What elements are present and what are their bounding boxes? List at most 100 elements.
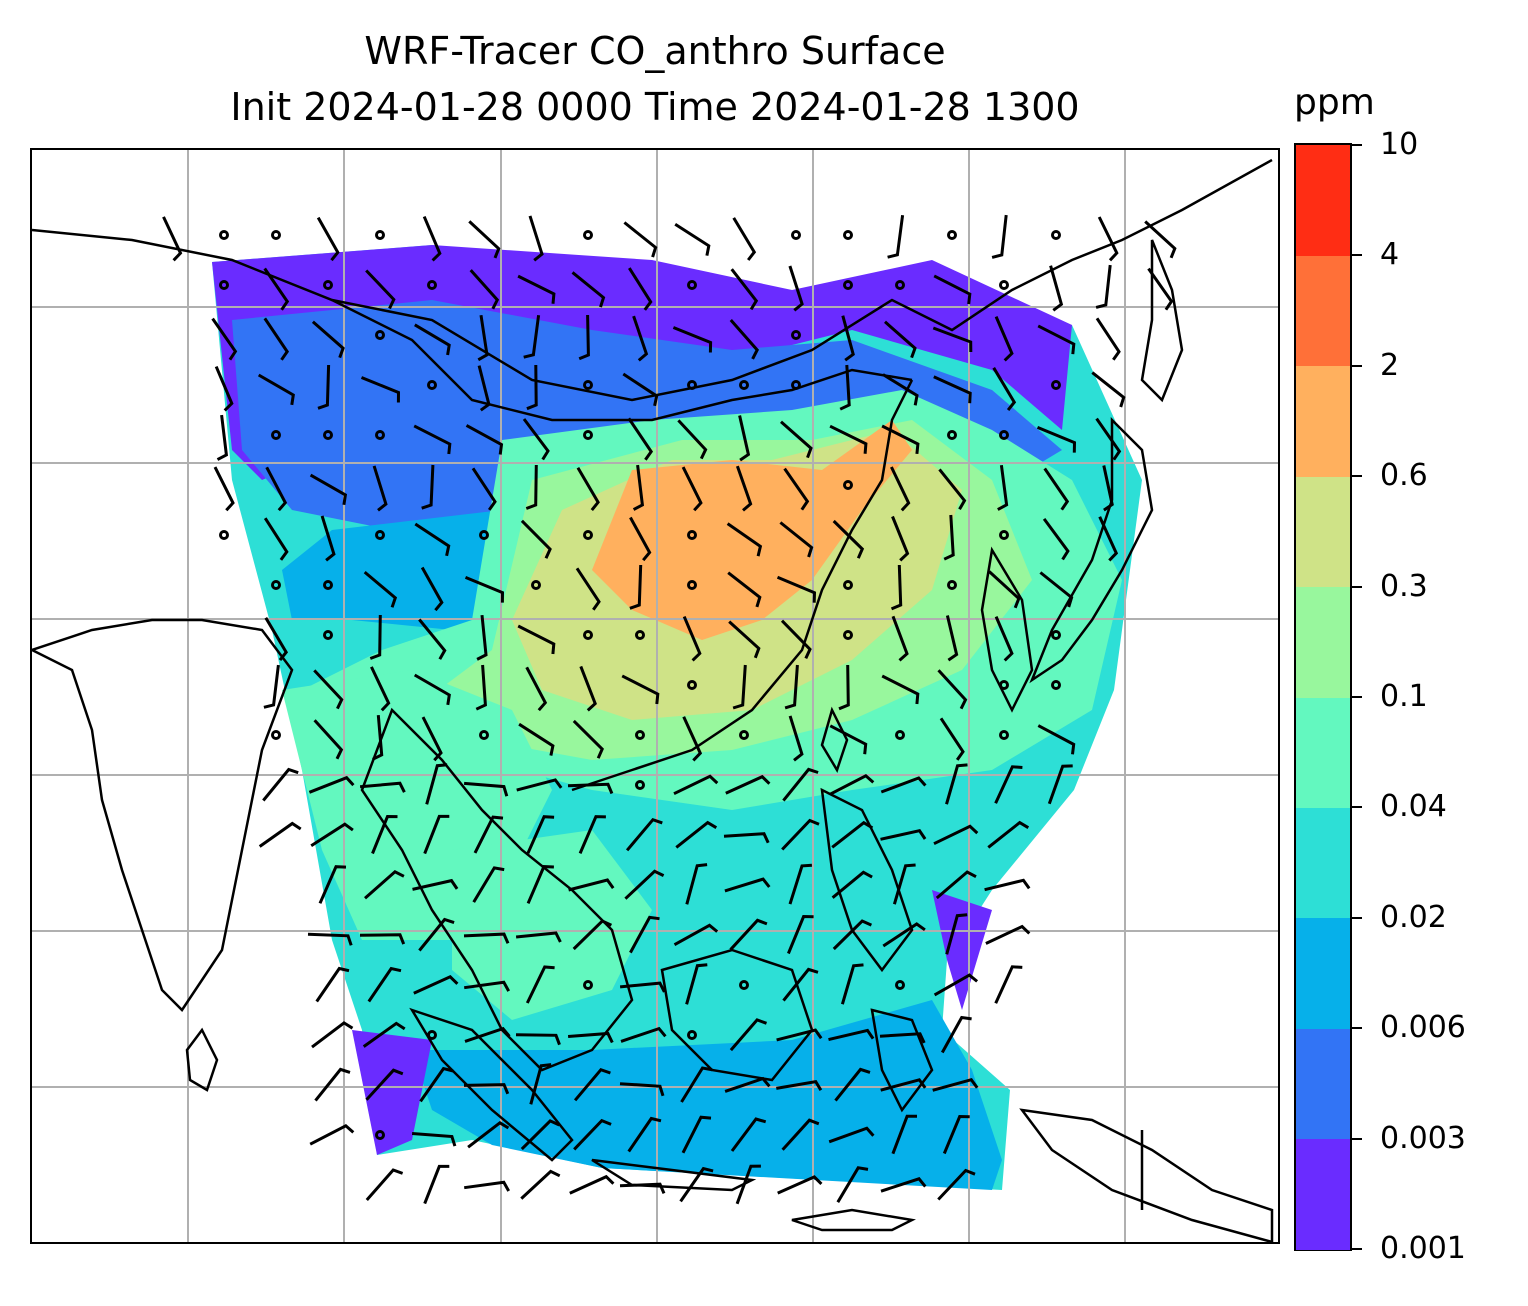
colorbar-tick	[1352, 144, 1362, 146]
wind-barb	[412, 878, 459, 891]
wind-barb	[515, 1033, 561, 1046]
wind-barb	[365, 269, 396, 310]
wind-barb	[311, 320, 345, 359]
wind-barb	[418, 618, 447, 660]
wind-barb	[732, 217, 757, 261]
wind-barb	[622, 372, 659, 407]
colorbar-tick-label: 0.001	[1380, 1231, 1466, 1266]
wind-barb	[1144, 220, 1177, 259]
wind-calm-marker	[427, 280, 437, 290]
wind-barb	[735, 465, 753, 512]
wind-barb	[367, 966, 402, 1003]
wind-barb	[265, 466, 288, 512]
map-canvas	[32, 150, 1278, 1242]
wind-barb	[518, 722, 555, 756]
wind-calm-marker	[375, 230, 385, 240]
colorbar-tick	[1352, 1248, 1362, 1250]
wind-barb	[834, 1067, 871, 1102]
wind-barb	[411, 1132, 457, 1147]
wind-barb	[985, 924, 1031, 945]
wind-barb	[575, 567, 601, 611]
map-title-line1: WRF-Tracer CO_anthro Surface	[364, 29, 946, 73]
colorbar-tick	[1352, 254, 1362, 257]
wind-barb	[1095, 264, 1112, 309]
wind-barb	[517, 274, 556, 304]
wind-calm-marker	[687, 530, 697, 540]
wind-barb	[675, 820, 718, 849]
colorbar-tick-label: 0.1	[1380, 679, 1428, 714]
wind-barb	[364, 870, 405, 900]
wind-barb	[515, 931, 562, 943]
taiwan	[820, 706, 849, 773]
wind-barb	[776, 1079, 823, 1091]
colorbar	[1294, 143, 1352, 1251]
wind-barb	[463, 1083, 510, 1095]
wind-barb	[526, 865, 554, 904]
wind-barb	[475, 664, 487, 711]
wind-barb	[619, 1182, 666, 1194]
wind-barb	[463, 932, 510, 944]
wind-barb	[414, 323, 451, 356]
wind-barb	[839, 364, 851, 411]
wind-calm-marker	[843, 580, 853, 590]
wind-barb	[523, 315, 541, 359]
colorbar-tick	[1352, 916, 1362, 919]
wind-barb	[828, 1126, 875, 1144]
wind-calm-marker	[1051, 380, 1061, 390]
wind-barb	[1047, 764, 1073, 805]
india-coastline	[32, 618, 294, 1012]
wind-barb	[732, 664, 747, 710]
wind-calm-marker	[271, 230, 281, 240]
wind-barb	[724, 877, 771, 893]
wind-barb	[680, 1066, 713, 1103]
wind-barb	[628, 267, 653, 311]
wind-barb	[421, 464, 435, 510]
wind-barb	[1147, 267, 1174, 311]
field-central-orange	[592, 420, 912, 640]
wind-barb	[1036, 426, 1077, 453]
wind-barb	[313, 669, 344, 710]
wind-barb	[264, 617, 289, 662]
wind-calm-marker	[947, 430, 957, 440]
wind-barb	[372, 714, 384, 761]
colorbar-tick	[1352, 364, 1362, 367]
wind-barb	[784, 664, 799, 710]
wind-barb	[316, 216, 340, 262]
wind-calm-marker	[583, 380, 593, 390]
wind-barb	[831, 820, 874, 849]
wind-barb	[685, 963, 708, 1005]
wind-barb	[211, 317, 238, 361]
wind-barb	[882, 922, 926, 948]
colorbar-tick	[1352, 585, 1362, 588]
wind-barb	[788, 863, 813, 905]
wind-barb	[829, 773, 875, 796]
wind-barb	[413, 673, 451, 706]
wind-barb	[473, 815, 504, 854]
wind-barb	[469, 269, 500, 310]
wind-calm-marker	[739, 980, 749, 990]
wind-barb	[841, 315, 855, 362]
wind-barb	[723, 832, 770, 844]
colorbar-unit: ppm	[1294, 82, 1375, 123]
wind-barb	[464, 1026, 511, 1043]
field-south-blue	[412, 1000, 1002, 1190]
wind-barb	[413, 975, 459, 995]
wind-calm-marker	[843, 480, 853, 490]
wind-barb	[571, 271, 606, 308]
wind-barb	[471, 467, 497, 511]
wind-barb	[892, 863, 916, 905]
wind-calm-marker	[895, 730, 905, 740]
wind-barb	[891, 1114, 918, 1155]
wind-calm-marker	[219, 230, 229, 240]
wind-barb	[477, 365, 491, 412]
wind-barb	[729, 1018, 768, 1052]
wind-barb	[213, 466, 235, 512]
wind-barb	[887, 215, 905, 259]
wind-barb	[413, 424, 452, 455]
wind-barb	[468, 220, 501, 259]
mongolia-border	[331, 298, 913, 422]
wind-barbs	[162, 214, 1177, 1205]
wind-barb	[525, 965, 555, 1004]
sumatra	[409, 1007, 574, 1162]
wind-barb	[463, 1180, 511, 1192]
